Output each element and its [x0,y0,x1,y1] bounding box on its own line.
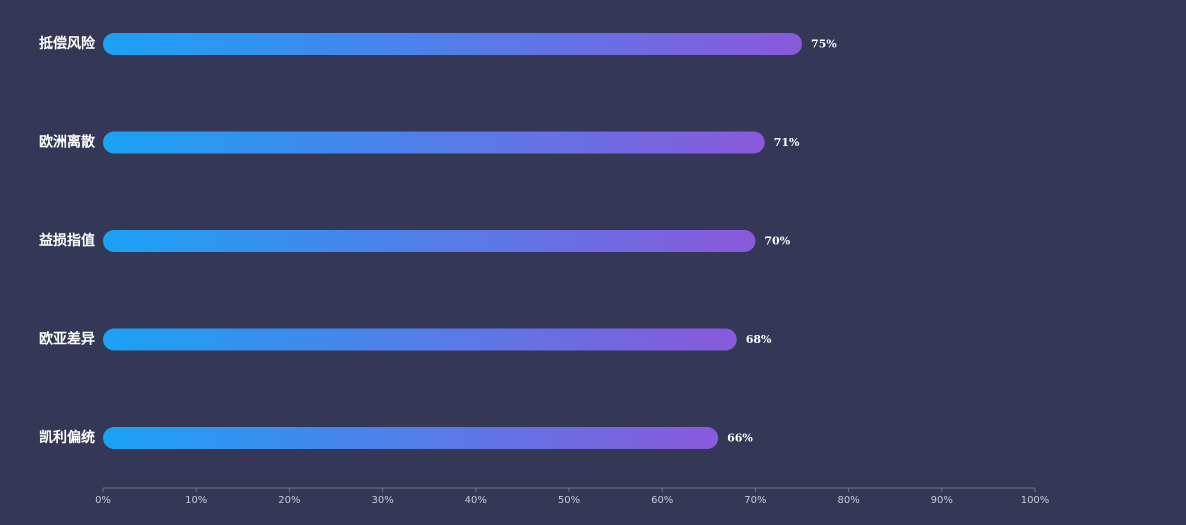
value-label: 70% [764,235,790,248]
category-label: 欧亚差异 [39,331,95,348]
bar [103,33,802,55]
x-tick-label: 0% [95,495,111,506]
bar [103,427,719,449]
bar [103,328,737,351]
bar [103,131,765,154]
x-tick-label: 80% [837,495,859,506]
x-tick-label: 10% [185,495,207,506]
x-tick-label: 40% [465,495,487,506]
category-label: 欧洲离散 [39,134,96,151]
x-tick-label: 30% [371,495,393,506]
bar [103,230,756,252]
value-label: 75% [811,38,837,51]
bars-layer: 抵偿风险 75% 欧洲离散 71% 益损指值 70% 欧亚差异 68% 凯利偏统 66% [39,33,837,449]
value-label: 66% [727,432,753,445]
x-tick-label: 60% [651,495,673,506]
x-tick-label: 50% [558,495,580,506]
category-label: 凯利偏统 [39,429,95,446]
x-tick-label: 70% [744,495,766,506]
value-label: 71% [774,136,800,149]
category-label: 益损指值 [39,232,95,249]
value-label: 68% [746,333,772,346]
category-label: 抵偿风险 [39,35,96,52]
x-tick-label: 90% [931,495,953,506]
x-axis: 0% 10% 20% 30% 40% 50% 60% 70% 80% 90% 100% [95,487,1050,506]
x-tick-label: 100% [1021,495,1050,506]
x-tick-label: 20% [278,495,300,506]
